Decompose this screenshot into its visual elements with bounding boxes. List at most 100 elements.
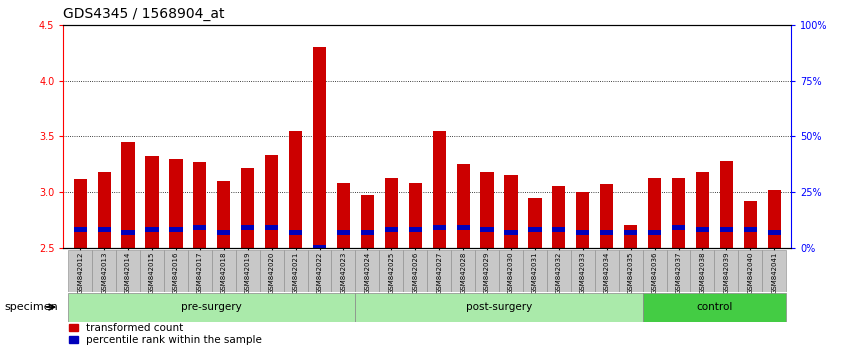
Bar [69, 250, 92, 292]
Bar [744, 201, 757, 248]
Bar [332, 250, 355, 292]
Bar [260, 250, 283, 292]
Text: GSM842012: GSM842012 [77, 252, 83, 294]
Bar [289, 131, 302, 248]
Bar [529, 228, 541, 233]
Bar [696, 228, 709, 233]
Text: GSM842013: GSM842013 [102, 252, 107, 294]
Text: GSM842021: GSM842021 [293, 252, 299, 294]
Bar [499, 250, 523, 292]
Bar [648, 178, 662, 248]
Bar [600, 230, 613, 235]
Text: GSM842041: GSM842041 [772, 252, 777, 294]
Text: GSM842026: GSM842026 [412, 252, 418, 294]
Text: GSM842029: GSM842029 [484, 252, 490, 294]
Text: GSM842033: GSM842033 [580, 252, 585, 294]
Bar [696, 172, 709, 248]
Bar [409, 228, 422, 233]
Bar [504, 230, 518, 235]
Bar [481, 228, 494, 233]
Bar [217, 230, 230, 235]
Bar [236, 250, 260, 292]
Bar [667, 250, 690, 292]
Text: GSM842037: GSM842037 [675, 252, 682, 294]
Bar [355, 293, 643, 321]
Bar [241, 167, 255, 248]
Text: GSM842028: GSM842028 [460, 252, 466, 294]
Text: GSM842024: GSM842024 [365, 252, 371, 294]
Bar [720, 228, 733, 233]
Bar [360, 195, 374, 248]
Text: GSM842031: GSM842031 [532, 252, 538, 294]
Text: GSM842018: GSM842018 [221, 252, 227, 294]
Bar [140, 250, 164, 292]
Bar [97, 228, 111, 233]
Bar [289, 230, 302, 235]
Bar [74, 228, 87, 233]
Bar [595, 250, 618, 292]
Bar [744, 228, 757, 233]
Bar [193, 225, 206, 230]
Bar [188, 250, 212, 292]
Bar [404, 250, 427, 292]
Bar [481, 172, 494, 248]
Bar [571, 250, 595, 292]
Bar [672, 178, 685, 248]
Bar [169, 159, 183, 248]
Bar [217, 181, 230, 248]
Bar [313, 47, 326, 248]
Bar [690, 250, 714, 292]
Text: GSM842027: GSM842027 [437, 252, 442, 294]
Text: GSM842019: GSM842019 [244, 252, 250, 294]
Bar [457, 164, 470, 248]
Text: GSM842016: GSM842016 [173, 252, 179, 294]
Bar [432, 131, 446, 248]
Bar [618, 250, 643, 292]
Bar [762, 250, 786, 292]
Bar [116, 250, 140, 292]
Bar [283, 250, 308, 292]
Bar [576, 230, 590, 235]
Text: GSM842014: GSM842014 [125, 252, 131, 294]
Bar [739, 250, 762, 292]
Bar [457, 225, 470, 230]
Bar [432, 225, 446, 230]
Text: specimen: specimen [4, 302, 58, 312]
Bar [451, 250, 475, 292]
Bar [308, 250, 332, 292]
Text: GSM842025: GSM842025 [388, 252, 394, 294]
Text: GSM842023: GSM842023 [340, 252, 347, 294]
Bar [643, 293, 786, 321]
Bar [146, 156, 158, 248]
Bar [265, 225, 278, 230]
Bar [164, 250, 188, 292]
Text: GSM842039: GSM842039 [723, 252, 729, 294]
Bar [355, 250, 379, 292]
Text: post-surgery: post-surgery [466, 302, 532, 312]
Legend: transformed count, percentile rank within the sample: transformed count, percentile rank withi… [69, 323, 262, 345]
Bar [360, 230, 374, 235]
Bar [523, 250, 547, 292]
Bar [552, 228, 565, 233]
Bar [122, 230, 135, 235]
Bar [714, 250, 739, 292]
Bar [672, 225, 685, 230]
Bar [504, 175, 518, 248]
Bar [337, 230, 350, 235]
Text: GSM842040: GSM842040 [747, 252, 753, 294]
Bar [767, 230, 781, 235]
Bar [193, 162, 206, 248]
Text: GSM842038: GSM842038 [700, 252, 706, 294]
Bar [547, 250, 571, 292]
Bar [379, 250, 404, 292]
Bar [427, 250, 451, 292]
Text: pre-surgery: pre-surgery [181, 302, 242, 312]
Text: GSM842020: GSM842020 [269, 252, 275, 294]
Bar [648, 230, 662, 235]
Text: GSM842036: GSM842036 [651, 252, 657, 294]
Bar [624, 225, 637, 248]
Bar [643, 250, 667, 292]
Text: GSM842022: GSM842022 [316, 252, 322, 294]
Text: GSM842032: GSM842032 [556, 252, 562, 294]
Text: GSM842030: GSM842030 [508, 252, 514, 294]
